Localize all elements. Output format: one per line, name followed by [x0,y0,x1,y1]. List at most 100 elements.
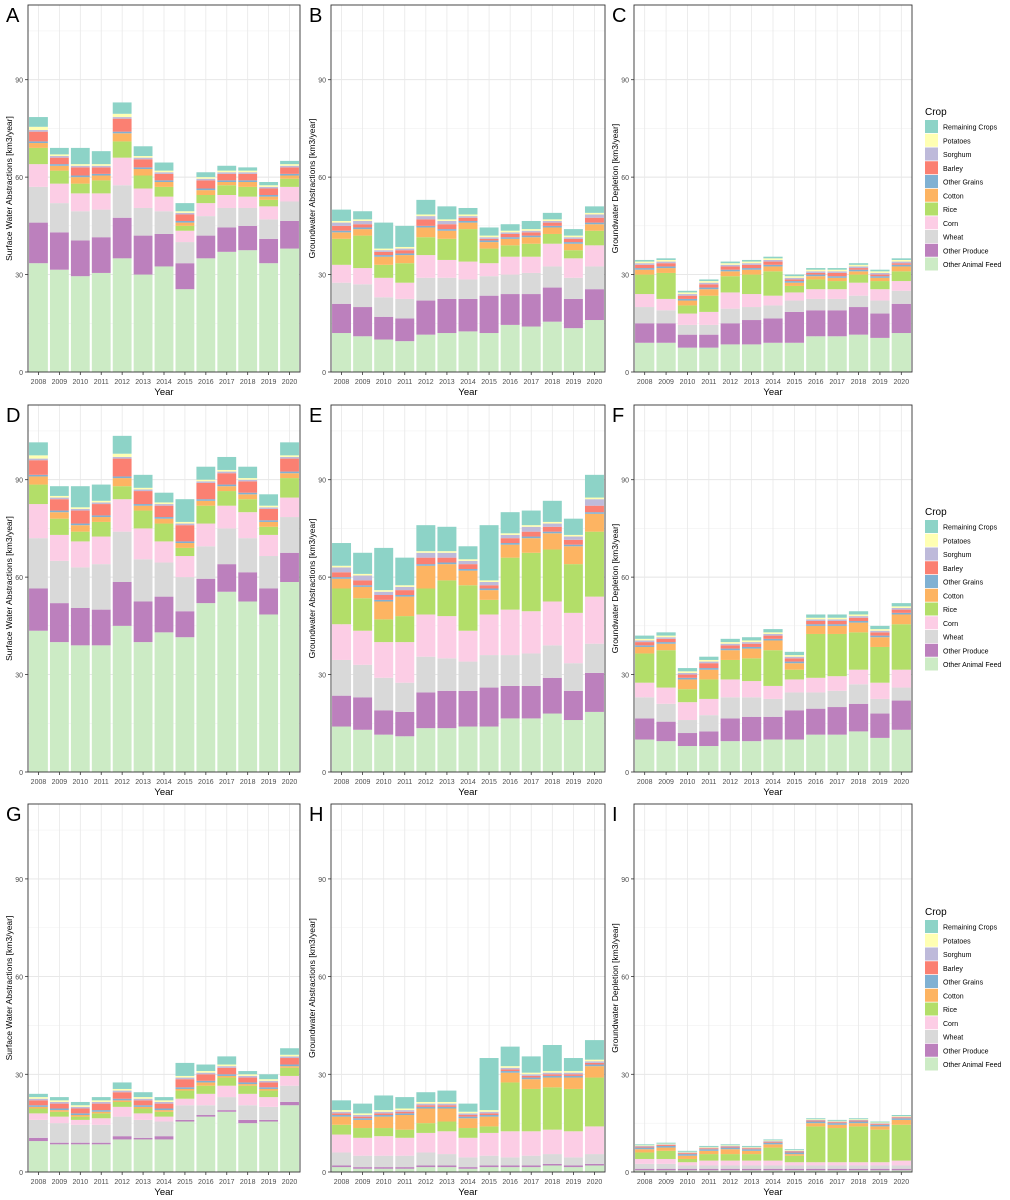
bar-segment-sorghum [29,1098,48,1101]
bar-segment-sorghum [49,156,69,158]
bar-segment-corn [542,243,562,267]
bar-segment-corn [479,1132,499,1156]
bar-segment-other-grains [542,225,562,228]
bar-segment-other-grains [217,180,237,183]
x-tick-label: 2008 [334,379,350,386]
bar-segment-other-animal-feed [763,342,783,372]
bar-segment-other-grains [806,274,826,277]
x-tick-label: 2013 [439,1179,455,1186]
legend-label: Other Animal Feed [943,262,1001,269]
bar-segment-sorghum [521,1074,541,1076]
bar-segment-remaining-crops [699,656,719,660]
bar-segment-other-grains [395,594,415,597]
bar-segment-corn [29,1113,48,1120]
bar-segment-rice [584,230,604,246]
bar-segment-other-grains [332,1115,352,1117]
bar-segment-cotton [196,500,216,506]
bar-segment-other-animal-feed [395,341,415,372]
bar-segment-remaining-crops [806,268,826,270]
bar-segment-barley [763,635,783,639]
bar-segment-barley [133,159,153,168]
bar-segment-other-animal-feed [521,326,541,372]
bar-segment-rice [720,1154,740,1161]
bar-segment-rice [827,281,847,290]
bar-segment-other-grains [635,1147,655,1150]
bar-segment-other-produce [154,1136,174,1140]
bar-segment-sorghum [437,552,457,558]
bar-segment-wheat [677,324,698,335]
bar-segment-sorghum [848,266,869,269]
legend-label: Other Animal Feed [943,1062,1001,1069]
legend-swatch [925,520,938,533]
bar-segment-other-produce [635,323,655,343]
bar-segment-potatoes [196,479,216,482]
x-tick-label: 2012 [722,379,738,386]
bar-segment-sorghum [806,271,826,273]
bar-segment-sorghum [635,1145,655,1147]
bar-segment-other-produce [635,1168,655,1171]
bar-segment-potatoes [784,655,805,657]
bar-segment-other-produce [806,708,826,735]
bar-segment-corn [112,1106,132,1117]
bar-segment-corn [542,601,562,646]
bar-segment-wheat [49,560,69,604]
y-tick-label: 90 [15,877,23,884]
bar-segment-other-produce [677,1168,698,1171]
bar-segment-cotton [521,237,541,244]
bar-segment-corn [29,504,48,539]
bar-segment-sorghum [656,637,676,639]
bar-segment-barley [175,1079,195,1088]
bar-segment-other-produce [479,687,499,727]
bar-segment-other-grains [563,544,583,547]
x-tick-label: 2013 [744,379,760,386]
bar-segment-cotton [763,266,783,272]
bar-segment-wheat [374,677,394,711]
bar-segment-other-animal-feed [635,342,655,372]
bar-segment-corn [891,1160,911,1166]
panel-letter: D [6,405,20,427]
bar-segment-wheat [353,284,373,308]
bar-segment-cotton [521,1079,541,1089]
bar-segment-remaining-crops [542,212,562,220]
y-tick-label: 0 [625,770,629,777]
bar-segment-other-grains [827,276,847,278]
bar-segment-remaining-crops [763,1139,783,1141]
bar-segment-remaining-crops [741,1145,762,1147]
bar-segment-other-produce [584,672,604,712]
bar-segment-remaining-crops [584,206,604,213]
bar-segment-corn [332,624,352,660]
bar-segment-other-animal-feed [542,1165,562,1172]
x-tick-label: 2016 [808,379,824,386]
bar-segment-wheat [133,207,153,236]
bar-segment-rice [848,1126,869,1163]
y-tick-label: 0 [322,770,326,777]
bar-segment-barley [458,1115,478,1117]
bar-segment-other-animal-feed [584,711,604,772]
bar-segment-other-animal-feed [259,1121,279,1172]
bar-segment-potatoes [542,521,562,524]
bar-segment-potatoes [280,455,299,457]
x-tick-label: 2019 [566,1179,582,1186]
bar-segment-other-animal-feed [353,336,373,372]
bar-segment-corn [196,1093,216,1106]
bar-segment-remaining-crops [332,209,352,221]
bar-segment-rice [175,225,195,231]
bar-segment-potatoes [133,1097,153,1099]
bar-segment-barley [395,250,415,254]
bar-segment-remaining-crops [656,632,676,636]
bar-segment-potatoes [374,1110,394,1112]
bar-segment-other-grains [70,523,90,526]
bar-segment-other-produce [870,313,890,338]
bar-segment-wheat [112,1116,132,1137]
bar-segment-rice [91,521,111,537]
bar-segment-potatoes [416,551,436,553]
y-tick-label: 60 [318,975,326,982]
bar-segment-other-produce [542,1163,562,1166]
bar-segment-wheat [763,305,783,319]
legend-swatch [925,975,938,988]
legend-swatch [925,120,938,133]
bar-segment-cotton [416,1108,436,1124]
x-tick-label: 2019 [261,1179,277,1186]
bar-segment-remaining-crops [720,261,740,264]
